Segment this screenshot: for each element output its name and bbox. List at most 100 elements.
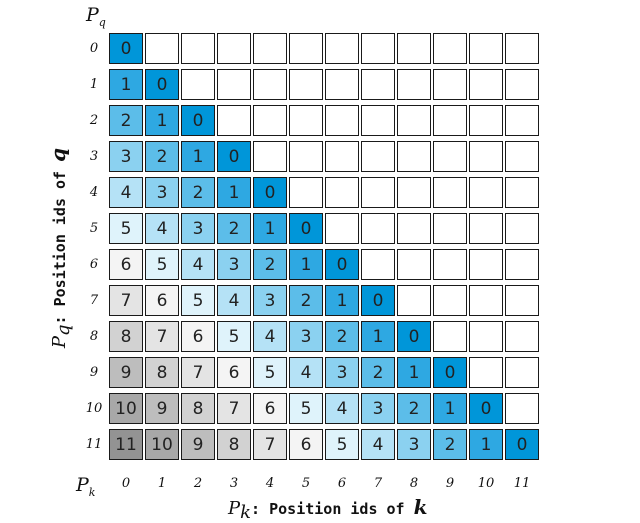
matrix-cell: 6 bbox=[253, 393, 287, 424]
row-label: 10 bbox=[85, 401, 103, 416]
matrix-cell: 3 bbox=[217, 249, 251, 280]
matrix-cell bbox=[217, 105, 251, 136]
matrix-cell: 0 bbox=[289, 213, 323, 244]
matrix-cell: 2 bbox=[325, 321, 359, 352]
matrix-cell: 2 bbox=[289, 285, 323, 316]
matrix-cell: 0 bbox=[433, 357, 467, 388]
column-label: 2 bbox=[193, 476, 203, 491]
matrix-cell: 0 bbox=[145, 69, 179, 100]
matrix-cell: 5 bbox=[325, 429, 359, 460]
matrix-cell: 7 bbox=[109, 285, 143, 316]
matrix-cell bbox=[325, 33, 359, 64]
matrix-cell bbox=[433, 321, 467, 352]
matrix-cell bbox=[397, 141, 431, 172]
matrix-cell: 3 bbox=[181, 213, 215, 244]
matrix-cell: 4 bbox=[217, 285, 251, 316]
matrix-cell: 2 bbox=[397, 393, 431, 424]
matrix-cell bbox=[505, 285, 539, 316]
matrix-cell bbox=[181, 33, 215, 64]
matrix-cell: 2 bbox=[217, 213, 251, 244]
matrix-cell: 9 bbox=[109, 357, 143, 388]
matrix-cell bbox=[469, 213, 503, 244]
matrix-cell: 0 bbox=[505, 429, 539, 460]
matrix-cell: 3 bbox=[289, 321, 323, 352]
matrix-cell: 1 bbox=[289, 249, 323, 280]
matrix-cell: 0 bbox=[397, 321, 431, 352]
matrix-cell bbox=[325, 177, 359, 208]
matrix-cell: 1 bbox=[397, 357, 431, 388]
matrix-cell bbox=[433, 33, 467, 64]
matrix-cell: 2 bbox=[253, 249, 287, 280]
matrix-cell: 6 bbox=[181, 321, 215, 352]
row-label: 8 bbox=[89, 329, 99, 344]
matrix-cell bbox=[397, 105, 431, 136]
matrix-cell bbox=[433, 105, 467, 136]
matrix-cell bbox=[433, 69, 467, 100]
matrix-cell bbox=[505, 69, 539, 100]
matrix-cell bbox=[433, 285, 467, 316]
matrix-cell bbox=[253, 33, 287, 64]
matrix-cell bbox=[469, 357, 503, 388]
matrix-cell bbox=[505, 249, 539, 280]
matrix-cell bbox=[505, 141, 539, 172]
matrix-cell bbox=[505, 321, 539, 352]
row-label: 0 bbox=[89, 41, 99, 56]
matrix-cell: 1 bbox=[217, 177, 251, 208]
matrix-cell bbox=[469, 177, 503, 208]
matrix-cell bbox=[289, 177, 323, 208]
matrix-cell: 0 bbox=[217, 141, 251, 172]
matrix-cell: 1 bbox=[361, 321, 395, 352]
matrix-cell: 10 bbox=[145, 429, 179, 460]
matrix-cell bbox=[433, 141, 467, 172]
matrix-cell bbox=[505, 33, 539, 64]
row-label: 7 bbox=[89, 293, 99, 308]
column-label: 1 bbox=[157, 476, 167, 491]
column-label: 8 bbox=[409, 476, 419, 491]
row-label: 2 bbox=[89, 113, 99, 128]
matrix-cell: 1 bbox=[109, 69, 143, 100]
matrix-cell: 5 bbox=[289, 393, 323, 424]
matrix-cell bbox=[361, 249, 395, 280]
row-label: 4 bbox=[89, 185, 99, 200]
matrix-cell: 7 bbox=[145, 321, 179, 352]
pk-axis-symbol: Pk bbox=[76, 474, 96, 499]
matrix-cell: 4 bbox=[289, 357, 323, 388]
matrix-cell: 4 bbox=[145, 213, 179, 244]
matrix-cell: 6 bbox=[217, 357, 251, 388]
matrix-cell: 3 bbox=[253, 285, 287, 316]
matrix-cell: 0 bbox=[181, 105, 215, 136]
matrix-cell: 4 bbox=[325, 393, 359, 424]
matrix-cell bbox=[289, 33, 323, 64]
matrix-cell: 0 bbox=[469, 393, 503, 424]
matrix-cell: 7 bbox=[217, 393, 251, 424]
matrix-cell: 5 bbox=[181, 285, 215, 316]
column-label: 5 bbox=[301, 476, 311, 491]
matrix-cell: 4 bbox=[253, 321, 287, 352]
matrix-cell: 11 bbox=[109, 429, 143, 460]
matrix-cell bbox=[325, 213, 359, 244]
matrix-cell bbox=[397, 69, 431, 100]
matrix-cell bbox=[217, 69, 251, 100]
matrix-cell bbox=[361, 69, 395, 100]
matrix-cell bbox=[361, 177, 395, 208]
matrix-cell bbox=[253, 141, 287, 172]
matrix-cell: 2 bbox=[361, 357, 395, 388]
row-label: 9 bbox=[89, 365, 99, 380]
column-label: 10 bbox=[477, 476, 495, 491]
matrix-cell bbox=[325, 105, 359, 136]
column-label: 3 bbox=[229, 476, 239, 491]
matrix-cell: 1 bbox=[253, 213, 287, 244]
matrix-cell bbox=[469, 285, 503, 316]
column-label: 6 bbox=[337, 476, 347, 491]
matrix-cell: 3 bbox=[325, 357, 359, 388]
row-label: 5 bbox=[89, 221, 99, 236]
matrix-cell: 5 bbox=[217, 321, 251, 352]
matrix-cell: 6 bbox=[109, 249, 143, 280]
matrix-cell bbox=[253, 105, 287, 136]
pq-axis-symbol: Pq bbox=[86, 4, 106, 29]
matrix-cell bbox=[217, 33, 251, 64]
matrix-cell: 4 bbox=[109, 177, 143, 208]
matrix-cell: 3 bbox=[145, 177, 179, 208]
matrix-cell bbox=[505, 213, 539, 244]
matrix-cell bbox=[433, 177, 467, 208]
